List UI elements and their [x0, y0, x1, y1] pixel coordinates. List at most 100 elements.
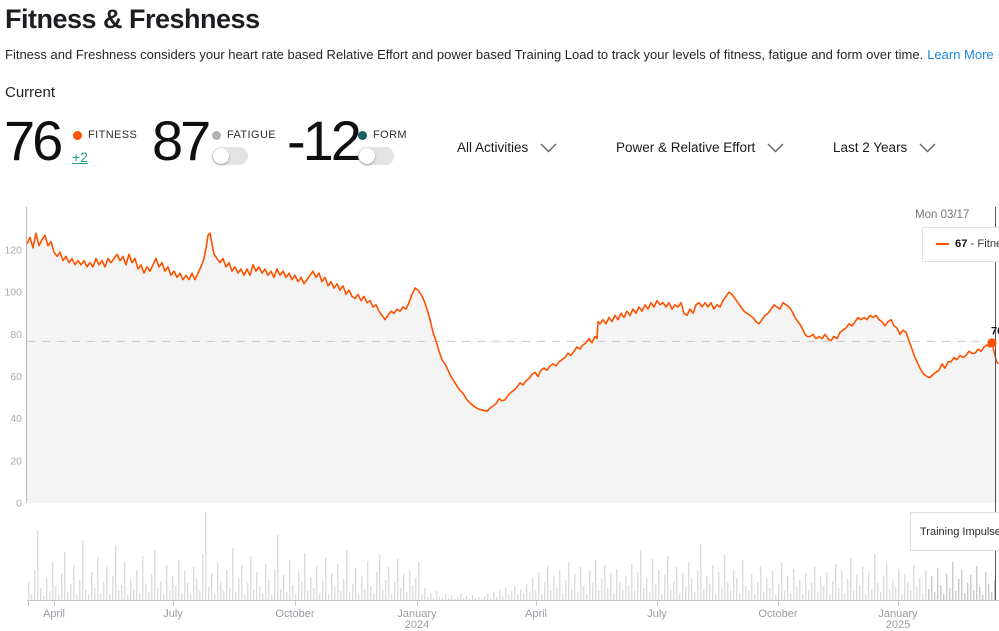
training-impulse-bar: [322, 581, 324, 600]
fitness-series-dash-icon: [936, 243, 949, 246]
training-impulse-bar: [682, 573, 684, 600]
training-impulse-bar: [601, 578, 603, 600]
training-impulse-bar: [73, 566, 75, 600]
fatigue-toggle[interactable]: [212, 147, 248, 165]
training-impulse-bar: [814, 567, 816, 600]
training-impulse-bar: [118, 591, 120, 600]
fitness-chart-area[interactable]: 0 20 40 60 80 100 120 April July October January 20…: [0, 200, 999, 631]
training-impulse-bar: [904, 574, 906, 600]
training-impulse-bar: [214, 594, 216, 600]
training-impulse-bar: [655, 584, 657, 600]
training-impulse-bar: [136, 570, 138, 600]
page-title: Fitness & Freshness: [5, 4, 260, 34]
impulse-tooltip-label: Training Impulse: [920, 526, 999, 538]
form-toggle-knob: [359, 148, 375, 164]
training-impulse-bar: [949, 588, 951, 600]
y-axis-tick-label: 80: [10, 329, 22, 341]
training-impulse-bar: [283, 575, 285, 600]
training-impulse-bar: [763, 592, 765, 600]
training-impulse-bar: [109, 594, 111, 600]
learn-more-link[interactable]: Learn More: [927, 47, 994, 62]
training-impulse-bar: [649, 592, 651, 600]
training-impulse-bar: [934, 592, 936, 600]
training-impulse-bar: [247, 583, 249, 600]
activity-filter-dropdown[interactable]: All Activities: [457, 140, 557, 155]
description-text: Fitness and Freshness considers your hea…: [5, 47, 924, 62]
training-impulse-bar: [511, 591, 513, 600]
training-impulse-bar: [301, 582, 303, 600]
training-impulse-bar: [457, 597, 459, 600]
training-impulse-bar: [448, 598, 450, 600]
training-impulse-bar: [766, 578, 768, 600]
training-impulse-bar: [268, 580, 270, 600]
training-impulse-bar: [664, 575, 666, 600]
training-impulse-bar: [433, 598, 435, 600]
training-impulse-bar: [202, 554, 204, 600]
training-impulse-bar: [499, 590, 501, 600]
training-impulse-bar: [622, 590, 624, 600]
training-impulse-bar: [538, 572, 540, 600]
training-impulse-bar: [229, 588, 231, 600]
fitness-delta-link[interactable]: +2: [72, 149, 88, 165]
training-impulse-bar: [502, 596, 504, 600]
fitness-area-fill: [27, 233, 998, 503]
training-impulse-bar: [910, 591, 912, 600]
training-impulse-bar: [463, 598, 465, 600]
x-axis-month-label: October: [758, 608, 797, 620]
training-impulse-bar: [805, 573, 807, 600]
training-impulse-bar: [313, 588, 315, 600]
form-toggle[interactable]: [358, 147, 394, 165]
training-impulse-bar: [925, 571, 927, 600]
training-impulse-bar: [673, 581, 675, 600]
training-impulse-bar: [943, 594, 945, 600]
training-impulse-bar: [298, 571, 300, 600]
fatigue-legend: FATIGUE: [212, 129, 276, 141]
fitness-legend: FITNESS: [73, 129, 137, 141]
training-impulse-bar: [400, 588, 402, 600]
training-impulse-bar: [241, 565, 243, 600]
training-impulse-bar: [226, 570, 228, 600]
training-impulse-bar: [946, 573, 948, 600]
x-axis-month-label: January: [397, 608, 437, 620]
date-range-dropdown[interactable]: Last 2 Years: [833, 140, 936, 155]
training-impulse-bar: [715, 594, 717, 600]
training-impulse-bar: [370, 586, 372, 600]
y-axis-tick-label: 40: [10, 413, 22, 425]
training-impulse-bar: [724, 555, 726, 600]
training-impulse-bar: [526, 584, 528, 600]
training-impulse-bar: [871, 589, 873, 600]
training-impulse-bar: [613, 593, 615, 600]
training-impulse-bar: [481, 599, 483, 600]
training-impulse-bar: [100, 593, 102, 600]
training-impulse-bar: [277, 535, 279, 600]
training-impulse-bar: [535, 590, 537, 600]
training-impulse-bar: [544, 582, 546, 600]
y-axis-tick-label: 20: [10, 455, 22, 467]
training-impulse-bar: [694, 592, 696, 600]
training-impulse-bar: [685, 587, 687, 600]
training-impulse-bar: [952, 562, 954, 600]
fatigue-dot-icon: [212, 130, 221, 140]
training-impulse-bar: [40, 588, 42, 600]
training-impulse-bar: [973, 590, 975, 600]
training-impulse-bar: [451, 595, 453, 600]
training-impulse-bar: [577, 592, 579, 600]
training-impulse-bar: [778, 584, 780, 600]
training-impulse-bar: [262, 593, 264, 600]
training-impulse-bar: [691, 579, 693, 600]
training-impulse-bar: [139, 593, 141, 600]
training-impulse-bar: [187, 583, 189, 600]
data-source-dropdown[interactable]: Power & Relative Effort: [616, 140, 784, 155]
training-impulse-bar: [208, 587, 210, 600]
y-axis-tick-label: 60: [10, 371, 22, 383]
training-impulse-bar: [82, 540, 84, 600]
training-impulse-bar: [256, 572, 258, 600]
fitness-tooltip: 67 - Fitness: [922, 227, 999, 262]
training-impulse-bar: [430, 593, 432, 600]
training-impulse-bar: [928, 589, 930, 600]
training-impulse-bar: [637, 572, 639, 600]
training-impulse-bar: [163, 594, 165, 600]
training-impulse-bar: [772, 571, 774, 600]
training-impulse-bar: [61, 574, 63, 600]
